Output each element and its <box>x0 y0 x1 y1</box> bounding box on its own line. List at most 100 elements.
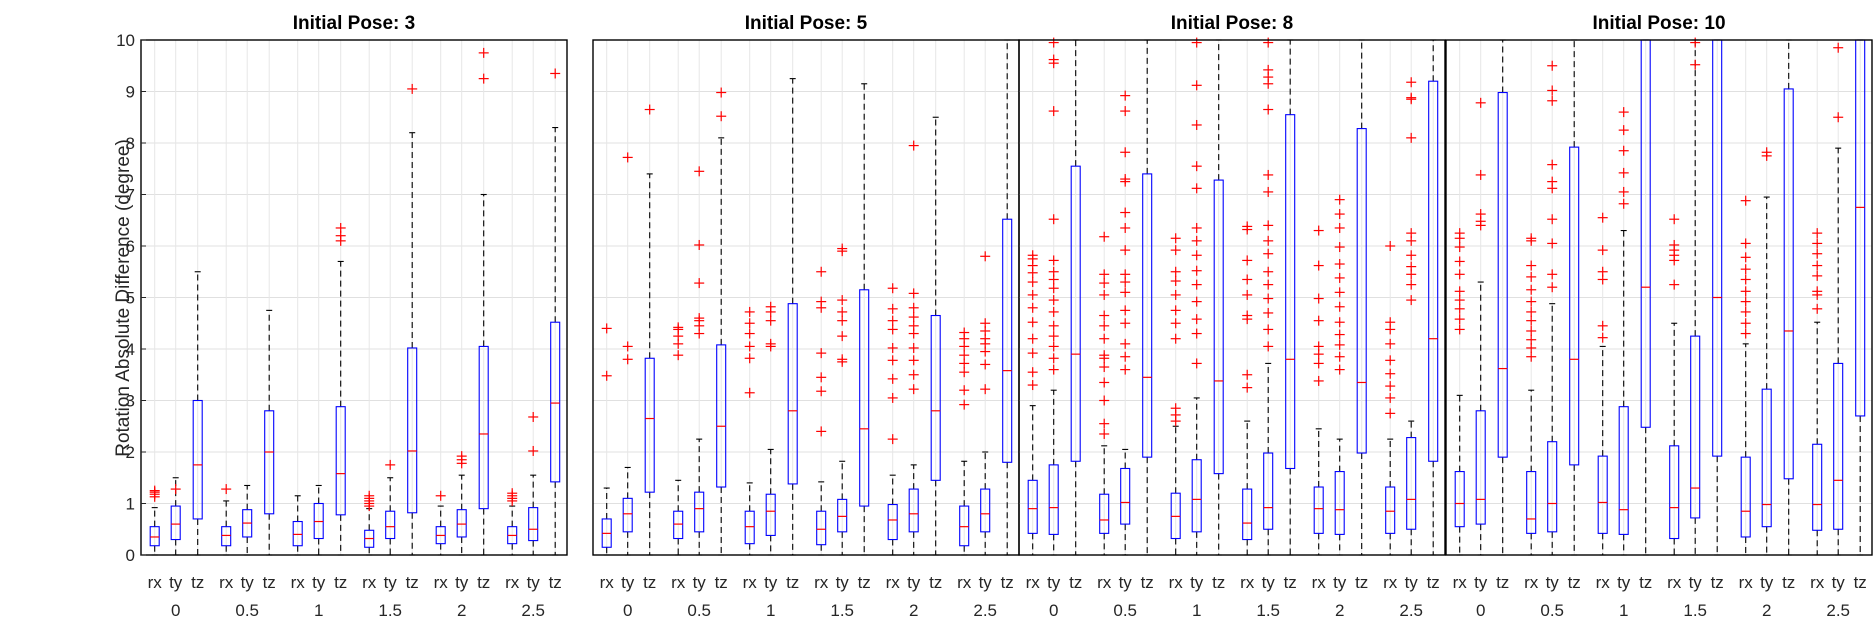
outlier-marker <box>1334 329 1345 340</box>
outlier-marker <box>478 47 489 58</box>
outlier-marker <box>1833 42 1844 53</box>
iqr-box <box>1406 437 1417 530</box>
iqr-box <box>1783 88 1794 480</box>
outlier-marker <box>1454 314 1465 325</box>
box-1.5-ty <box>837 243 848 556</box>
outlier-marker <box>980 251 991 262</box>
x-tick-label-component: ty <box>1190 573 1204 592</box>
x-tick-label-group: 2.5 <box>1826 601 1850 620</box>
x-tick-label-component: ty <box>979 573 993 592</box>
outlier-marker <box>1618 125 1629 136</box>
x-tick-label-component: tz <box>477 573 490 592</box>
x-tick-label-component: ty <box>312 573 326 592</box>
iqr-box <box>1428 80 1439 462</box>
x-tick-label-group: 2 <box>909 601 918 620</box>
iqr-box <box>1740 456 1751 538</box>
outlier-marker <box>1263 186 1274 197</box>
outlier-marker <box>528 411 539 422</box>
outlier-marker <box>456 451 467 462</box>
outlier-marker <box>1526 284 1537 295</box>
box-0.5-tz <box>716 87 727 556</box>
iqr-box <box>1761 388 1772 528</box>
outlier-marker <box>149 485 160 496</box>
iqr-box <box>335 406 346 516</box>
box-2.5-rx <box>1385 241 1396 556</box>
x-tick-label-component: ty <box>1760 573 1774 592</box>
x-tick-label-component: rx <box>957 573 972 592</box>
x-tick-label-group: 2.5 <box>973 601 997 620</box>
outlier-marker <box>1099 333 1110 344</box>
outlier-marker <box>1812 270 1823 281</box>
x-tick-label-group: 1 <box>766 601 775 620</box>
outlier-marker <box>1313 293 1324 304</box>
panel-1 <box>140 39 568 556</box>
outlier-marker <box>1313 358 1324 369</box>
x-tick-label-component: rx <box>1026 573 1041 592</box>
outlier-marker <box>1313 225 1324 236</box>
panel-title: Initial Pose: 5 <box>745 13 868 34</box>
x-tick-label-component: ty <box>1262 573 1276 592</box>
outlier-marker <box>1334 222 1345 233</box>
x-tick-label-group: 0 <box>1476 601 1485 620</box>
outlier-marker <box>1740 274 1751 285</box>
iqr-box <box>673 510 684 540</box>
outlier-marker <box>1027 367 1038 378</box>
outlier-marker <box>1385 241 1396 251</box>
outlier-marker <box>694 239 705 250</box>
outlier-marker <box>1120 338 1131 349</box>
outlier-marker <box>622 354 633 365</box>
outlier-marker <box>1812 248 1823 259</box>
outlier-marker <box>1048 341 1059 352</box>
outlier-marker <box>694 313 705 324</box>
panel-frame <box>1445 39 1873 556</box>
box-1.5-ty <box>1263 37 1274 556</box>
outlier-marker <box>1597 266 1608 277</box>
x-tick-label-group: 1 <box>1619 601 1628 620</box>
outlier-marker <box>1526 296 1537 307</box>
outlier-marker <box>1170 245 1181 256</box>
panel-2 <box>592 39 1020 556</box>
outlier-marker <box>1313 341 1324 352</box>
x-tick-label-component: tz <box>549 573 562 592</box>
panel-title: Initial Pose: 3 <box>293 13 415 34</box>
x-tick-label-group: 1 <box>1192 601 1201 620</box>
outlier-marker <box>1475 209 1486 220</box>
iqr-box <box>1812 443 1823 531</box>
outlier-marker <box>1406 92 1417 103</box>
box-0-rx <box>1027 250 1038 556</box>
x-tick-label-component: rx <box>671 573 686 592</box>
outlier-marker <box>1263 64 1274 75</box>
outlier-marker <box>1263 37 1274 48</box>
iqr-box <box>930 314 941 481</box>
box-2-ty <box>908 140 919 556</box>
outlier-marker <box>1120 364 1131 375</box>
box-1-tz <box>335 222 346 556</box>
outlier-marker <box>744 306 755 317</box>
outlier-marker <box>1191 183 1202 194</box>
outlier-marker <box>1597 212 1608 223</box>
box-0.5-ty <box>1120 90 1131 556</box>
x-tick-label-component: ty <box>1689 573 1703 592</box>
outlier-marker <box>1454 228 1465 239</box>
x-tick-label-component: ty <box>764 573 778 592</box>
x-tick-label-component: rx <box>1169 573 1184 592</box>
outlier-marker <box>1526 260 1537 271</box>
outlier-marker <box>1048 306 1059 317</box>
outlier-marker <box>1618 167 1629 178</box>
outlier-marker <box>837 306 848 317</box>
x-tick-label-component: tz <box>1711 573 1724 592</box>
outlier-marker <box>1475 169 1486 180</box>
outlier-marker <box>1526 325 1537 336</box>
iqr-box <box>887 503 898 541</box>
box-1.5-rx <box>364 490 375 556</box>
outlier-marker <box>1242 382 1253 393</box>
outlier-marker <box>1454 256 1465 267</box>
iqr-box <box>1142 173 1153 458</box>
outlier-marker <box>1027 317 1038 328</box>
outlier-marker <box>959 367 970 378</box>
box-1-ty <box>765 301 776 556</box>
outlier-marker <box>1547 238 1558 249</box>
iqr-box <box>1385 486 1396 534</box>
box-2-rx <box>435 490 446 556</box>
outlier-marker <box>1099 418 1110 429</box>
